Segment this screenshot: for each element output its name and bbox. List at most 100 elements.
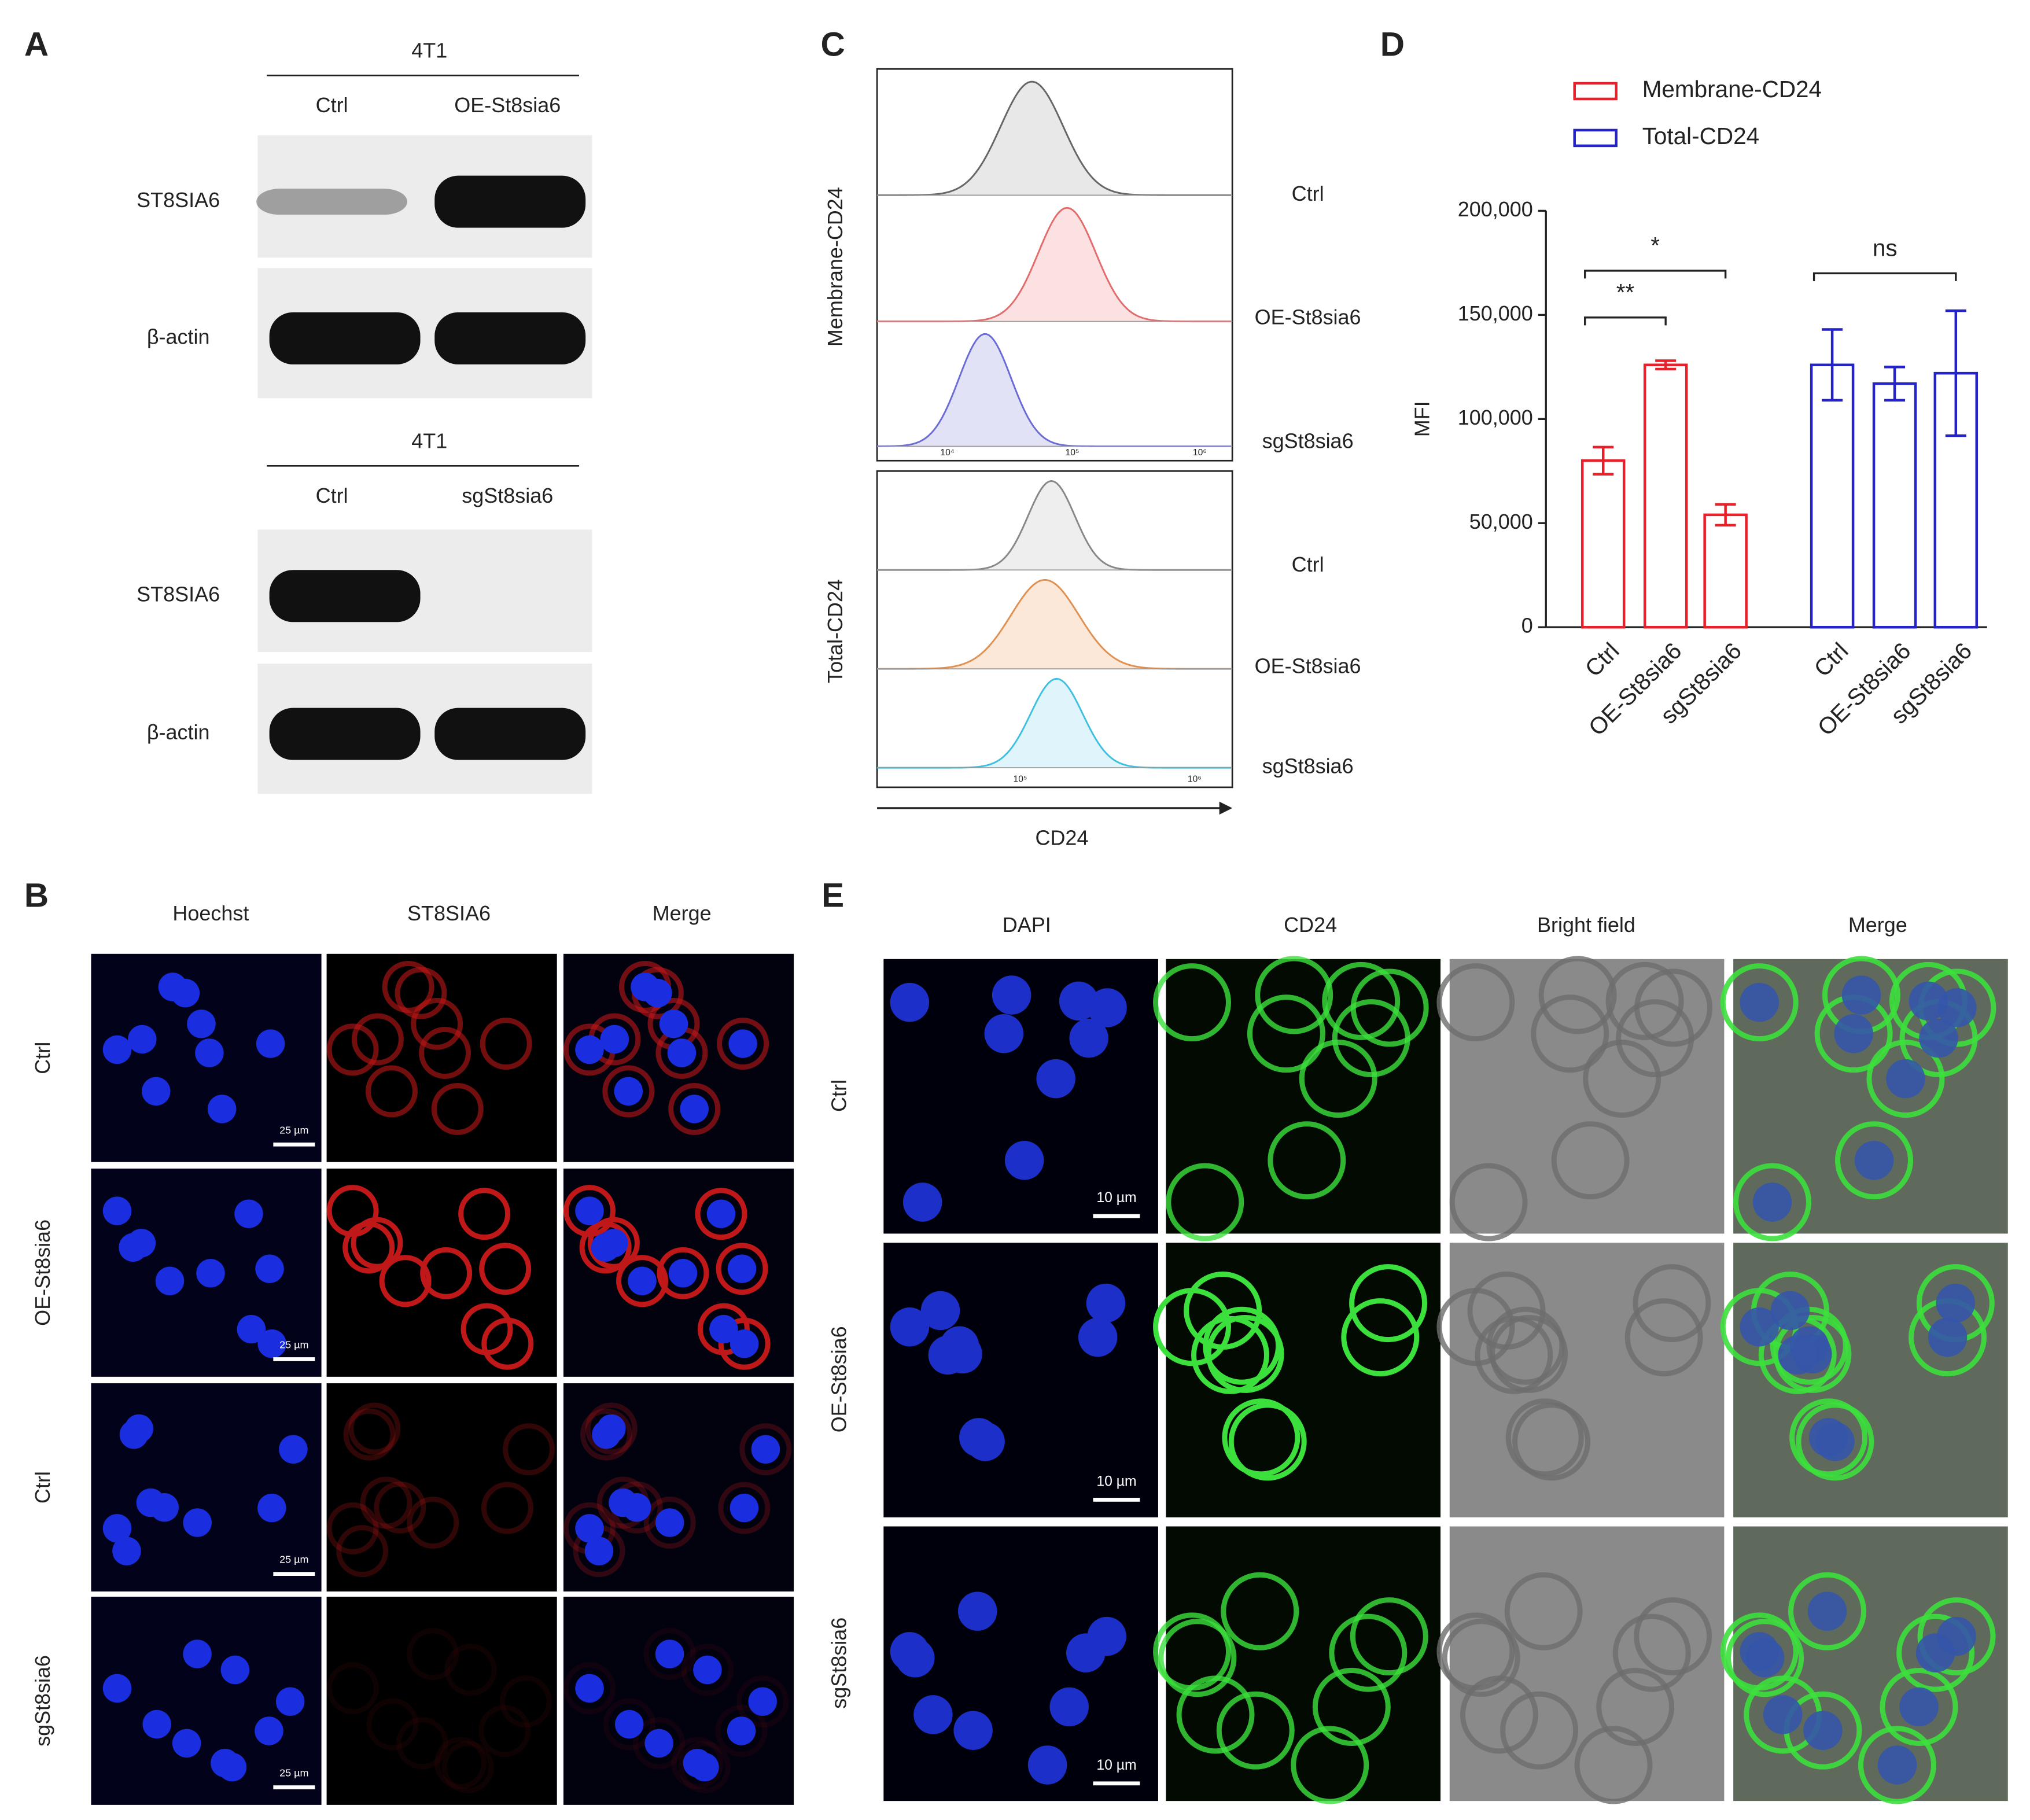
cell [365,1065,418,1118]
legend-label: Membrane-CD24 [1642,76,1822,102]
cell [966,1422,1005,1461]
histogram-fill [877,679,1233,768]
cell [920,1291,960,1331]
cell [1752,1182,1792,1222]
cell [1815,1422,1855,1461]
legend-swatch [1573,82,1618,101]
cell [195,1038,224,1067]
panel-label: D [1380,25,1405,63]
cell [1936,1283,1976,1323]
cell [1917,1597,1996,1676]
cell [1490,1314,1568,1393]
cell [751,1435,780,1464]
cell [1720,963,1799,1042]
scale-bar [1093,1781,1140,1786]
cell [1834,1014,1873,1053]
cell [614,1710,644,1739]
cell [237,1314,266,1344]
cell [643,1628,696,1680]
cell [587,1217,640,1269]
cell [142,1710,171,1739]
cell [580,1408,632,1461]
cell [128,1025,157,1054]
cell [1349,1264,1428,1343]
lane-label: OE-St8sia6 [454,93,561,117]
cell [1086,1283,1126,1323]
micrograph [326,1383,557,1591]
cell [1176,1675,1255,1754]
cell [706,1199,736,1228]
x-tick-label: Ctrl [1580,638,1624,682]
cell [1740,1307,1779,1347]
cell [584,1537,614,1565]
cell [183,1508,212,1537]
cell [1612,1613,1691,1692]
histogram-fill [877,334,1233,447]
axis-tick-label: 10⁴ [940,448,954,458]
cell [585,1402,638,1455]
cell [730,1329,759,1358]
cell [348,1402,401,1455]
cell [575,1674,604,1703]
cell [628,1266,657,1295]
cell [434,1737,487,1789]
cell [1919,1018,1958,1058]
cell [718,1317,771,1370]
cell [1624,1298,1703,1377]
row-label: sgSt8sia6 [827,1618,851,1709]
sample-label: OE-St8sia6 [1255,305,1361,329]
cell [256,1029,285,1058]
cell [1004,1141,1044,1180]
cell [890,1307,930,1347]
cell [1221,1572,1299,1650]
y-tick-label: 50,000 [1469,510,1533,533]
cell [657,1247,709,1299]
cell [395,967,447,1019]
cell [1574,1726,1653,1804]
cell [102,1035,132,1064]
lane-label: Ctrl [316,484,348,507]
cell [633,1717,686,1770]
cell [1793,1334,1832,1374]
cell [1745,1638,1785,1678]
cell [1341,1298,1420,1377]
cell [599,1229,628,1258]
lane-label: Ctrl [316,93,348,117]
cell [1206,1314,1284,1393]
cell [342,1221,395,1274]
cell [172,1729,201,1758]
cell [211,1748,240,1778]
cell [1899,1687,1939,1727]
cell [1027,1745,1067,1785]
axis-tick-label: 10⁵ [1013,775,1027,784]
significance-label: * [1650,232,1660,259]
cell [730,1493,759,1523]
cell [275,1687,305,1716]
row-label: OE-St8sia6 [827,1326,851,1432]
cell [1153,963,1231,1042]
cell [1538,956,1617,1034]
scale-bar-label: 25 µm [279,1124,308,1136]
cell [1807,1591,1847,1631]
scale-bar [273,1785,315,1789]
significance-label: ** [1616,279,1635,305]
micrograph [1166,1243,1441,1517]
band [434,175,586,228]
cell [1222,1398,1300,1477]
cell [1733,1163,1811,1241]
micrograph [1166,1526,1441,1801]
y-axis-title: MFI [1410,401,1434,437]
significance-bracket [1584,316,1667,326]
cell [1616,999,1694,1078]
cell [896,1638,935,1678]
cell-line: 4T1 [411,429,447,452]
cell [1551,1121,1630,1200]
cell [709,1314,738,1344]
cell [1166,1163,1244,1241]
legend-swatch [1573,128,1618,148]
cell [119,1420,149,1449]
cell [1184,1271,1262,1350]
cell [1633,1264,1711,1343]
histogram-line [877,333,1231,448]
cell [603,1698,655,1751]
